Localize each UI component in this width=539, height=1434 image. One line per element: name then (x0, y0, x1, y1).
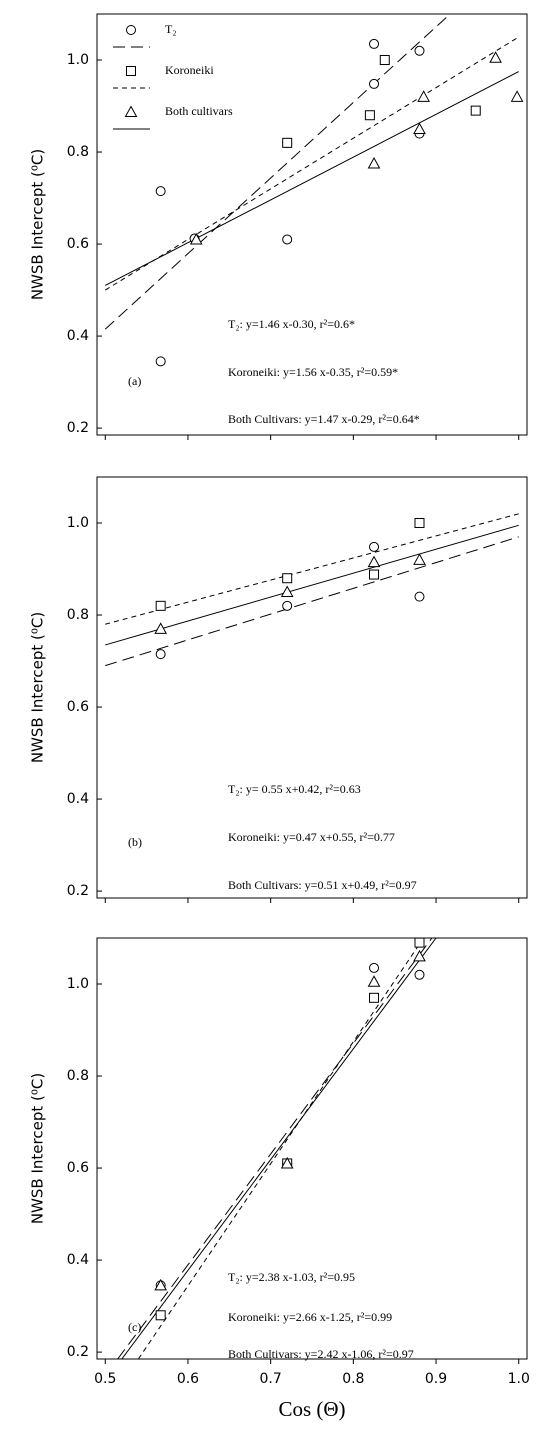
legend-label: T₂ (165, 22, 177, 36)
panel: 0.2 0.4 0.6 0.8 1.0 NWSB Intercept (⁰C) (a) T₂ K… (29, 13, 528, 440)
legend-marker (126, 66, 136, 76)
point (154, 1278, 168, 1291)
fit-line (137, 938, 425, 1359)
annotation: Both Cultivars: y=0.51 x+0.49, r²=0.97 (228, 878, 417, 892)
annotation: Both Cultivars: y=1.47 x-0.29, r²=0.64* (228, 412, 420, 426)
fit-line (105, 71, 519, 286)
point (414, 969, 425, 980)
y-tick-label: 0.2 (67, 883, 89, 899)
point (282, 573, 293, 584)
point (364, 110, 375, 121)
legend-label: Koroneiki (165, 63, 214, 77)
x-tick-label: 0.5 (94, 1371, 116, 1387)
fit-line (105, 536, 519, 667)
point (414, 591, 425, 602)
annotation: T₂: y=2.38 x-1.03, r²=0.95 (228, 1270, 355, 1284)
point (413, 122, 426, 135)
point (154, 622, 168, 634)
annotation: Both Cultivars: y=2.42 x-1.06, r²=0.97 (228, 1347, 414, 1361)
point (413, 949, 426, 962)
plot-frame (96, 476, 528, 899)
point (414, 45, 425, 56)
panel-label: (c) (128, 1320, 141, 1334)
legend-marker (124, 105, 138, 117)
panel: 0.2 0.4 0.6 0.8 1.0 0.5 0.6 0.7 0.8 0.9 1.0 NWSB In… (29, 937, 530, 1421)
x-tick-label: 0.6 (177, 1371, 199, 1387)
y-tick-label: 0.6 (67, 699, 89, 715)
annotation: Koroneiki: y=2.66 x-1.25, r²=0.99 (228, 1310, 392, 1324)
point (280, 1156, 294, 1169)
fit-line (105, 513, 519, 625)
point (367, 975, 381, 987)
annotation: Koroneiki: y=1.56 x-0.35, r²=0.59* (228, 365, 398, 379)
y-tick-label: 0.4 (67, 328, 89, 344)
plot-frame (96, 937, 528, 1360)
legend-label: Both cultivars (165, 104, 233, 118)
y-tick-label: 1.0 (67, 976, 89, 992)
fit-line (105, 524, 519, 646)
point (369, 569, 380, 580)
x-tick-label: 0.7 (260, 1371, 282, 1387)
point (367, 156, 381, 169)
plot-area (104, 14, 519, 330)
point (414, 518, 425, 529)
y-tick-label: 0.2 (67, 1344, 89, 1360)
point (280, 585, 294, 598)
legend-marker (126, 25, 136, 35)
point (510, 90, 524, 102)
annotation: T₂: y= 0.55 x+0.42, r²=0.63 (228, 782, 361, 796)
point (369, 992, 380, 1003)
point (155, 356, 166, 367)
y-tick-label: 0.2 (67, 420, 89, 436)
x-axis-label: Cos (Θ) (278, 1397, 345, 1421)
x-tick-label: 0.9 (425, 1371, 447, 1387)
point (414, 937, 425, 948)
point (155, 1310, 166, 1321)
point (282, 600, 293, 611)
point (369, 541, 380, 552)
plot-area (117, 938, 437, 1359)
y-axis-label: NWSB Intercept (⁰C) (29, 149, 47, 300)
y-tick-label: 0.8 (67, 1068, 89, 1084)
y-tick-label: 1.0 (67, 52, 89, 68)
fit-line (121, 938, 437, 1359)
y-axis-label: NWSB Intercept (⁰C) (29, 612, 47, 763)
point (282, 137, 293, 148)
point (155, 600, 166, 611)
point (155, 649, 166, 660)
y-tick-label: 0.8 (67, 607, 89, 623)
y-tick-label: 0.4 (67, 1252, 89, 1268)
panel-label: (b) (128, 835, 142, 849)
point (155, 186, 166, 197)
x-tick-label: 1.0 (508, 1371, 530, 1387)
y-tick-label: 0.4 (67, 791, 89, 807)
y-tick-label: 1.0 (67, 515, 89, 531)
y-axis-label: NWSB Intercept (⁰C) (29, 1073, 47, 1224)
panel-label: (a) (128, 374, 141, 388)
point (489, 51, 502, 63)
fit-line (104, 14, 451, 330)
annotation: T₂: y=1.46 x-0.30, r²=0.6* (228, 317, 355, 331)
fit-line (117, 938, 433, 1359)
point (369, 78, 380, 89)
y-tick-label: 0.8 (67, 144, 89, 160)
point (470, 105, 481, 116)
plot-area (105, 513, 519, 667)
y-tick-label: 0.6 (67, 1160, 89, 1176)
point (189, 232, 203, 245)
point (379, 55, 390, 66)
annotation: Koroneiki: y=0.47 x+0.55, r²=0.77 (228, 830, 395, 844)
point (367, 555, 381, 568)
point (413, 553, 426, 565)
point (369, 962, 380, 973)
point (282, 234, 293, 245)
plot-frame (96, 13, 528, 436)
point (417, 90, 430, 102)
point (369, 38, 380, 49)
y-tick-label: 0.6 (67, 236, 89, 252)
x-tick-label: 0.8 (342, 1371, 364, 1387)
panel: 0.2 0.4 0.6 0.8 1.0 NWSB Intercept (⁰C) (b) T₂:… (29, 476, 528, 903)
